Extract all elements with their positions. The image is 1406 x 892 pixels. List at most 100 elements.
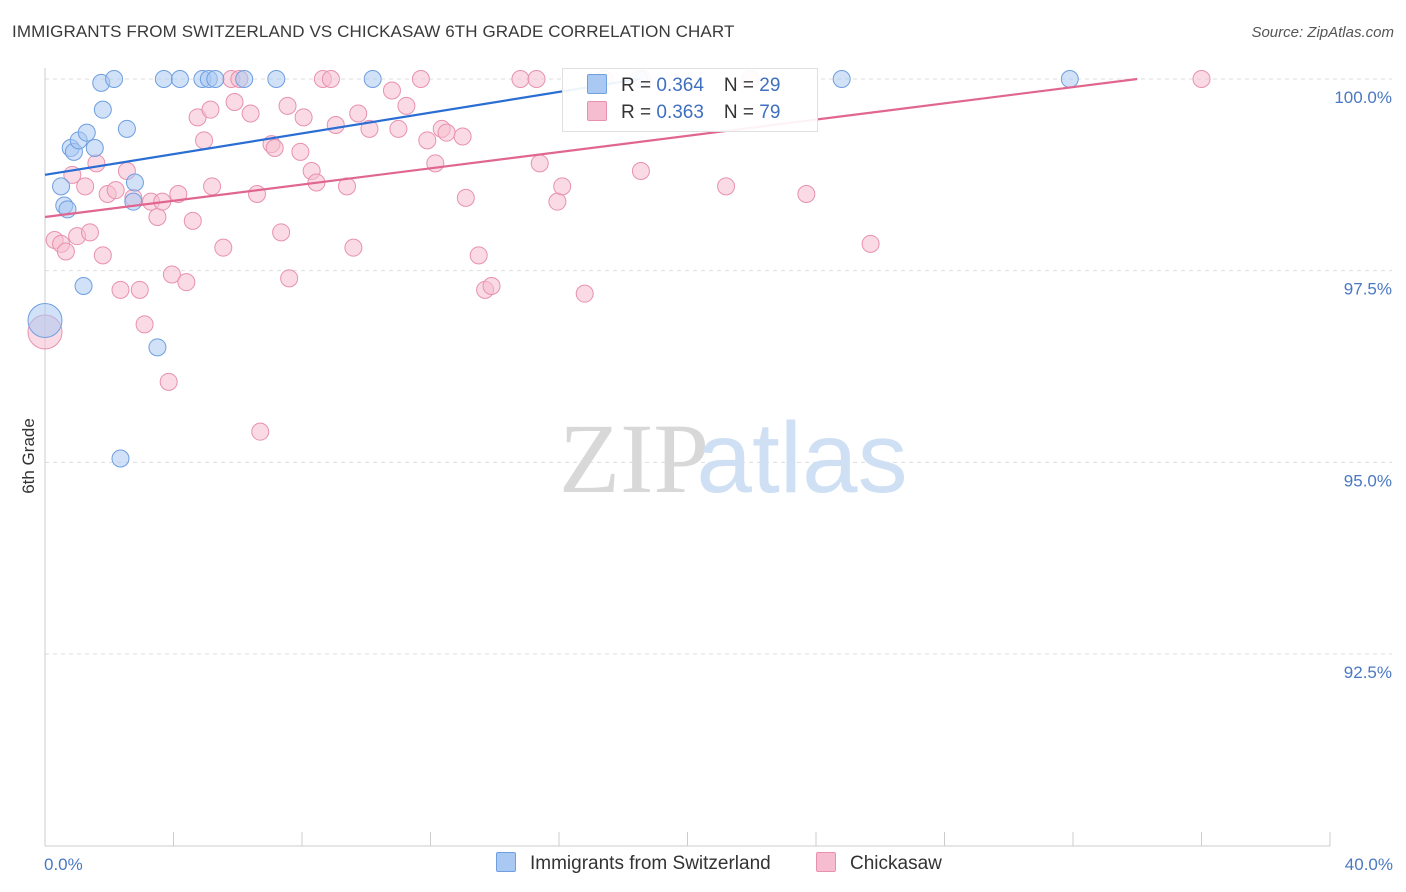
chickasaw-point: [437, 123, 456, 142]
x-tick-label: 0.0%: [44, 855, 83, 874]
series-legend: Immigrants from Switzerland Chickasaw: [0, 852, 1406, 878]
legend-row-chickasaw: R = 0.363 N = 79: [587, 101, 780, 127]
x-tick-label: 40.0%: [1345, 855, 1393, 874]
series-legend-chickasaw[interactable]: Chickasaw: [816, 852, 942, 875]
switzerland-point: [52, 177, 71, 196]
chickasaw-point: [527, 70, 546, 88]
chickasaw-point: [482, 277, 501, 295]
switzerland-point: [27, 303, 63, 338]
switzerland-point: [117, 119, 136, 138]
chickasaw-point: [272, 223, 291, 242]
legend-n-value: 29: [759, 75, 781, 96]
legend-n-label: N =: [723, 102, 760, 123]
chickasaw-point: [159, 372, 178, 391]
chickasaw-point: [148, 208, 167, 226]
switzerland-point: [105, 70, 124, 88]
chickasaw-point: [861, 234, 880, 253]
chickasaw-point: [291, 142, 310, 161]
chickasaw-point: [511, 70, 530, 88]
switzerland-point: [111, 449, 130, 468]
switzerland-point: [74, 277, 93, 295]
y-tick-label: 95.0%: [1344, 471, 1392, 490]
chickasaw-point: [56, 242, 75, 261]
watermark: ZIP atlas: [559, 402, 908, 514]
chickasaw-point: [225, 93, 244, 111]
chickasaw-point: [411, 70, 430, 88]
legend-swatch-pink: [587, 101, 607, 121]
chickasaw-point: [326, 116, 345, 134]
series-legend-switzerland[interactable]: Immigrants from Switzerland: [496, 852, 771, 875]
chickasaw-point: [553, 177, 572, 196]
switzerland-point: [154, 70, 173, 88]
chickasaw-point: [201, 100, 220, 119]
switzerland-trend-line: [44, 77, 640, 176]
y-tick-label: 97.5%: [1344, 280, 1392, 299]
switzerland-point: [148, 338, 167, 357]
chickasaw-point: [248, 185, 267, 203]
legend-swatch-blue: [587, 74, 607, 94]
series-swatch-pink: [816, 852, 836, 872]
chickasaw-point: [177, 273, 196, 292]
switzerland-point: [206, 70, 225, 88]
series-swatch-blue: [496, 852, 516, 872]
chickasaw-point: [717, 177, 736, 196]
switzerland-point: [235, 70, 254, 88]
legend-row-switzerland: R = 0.364 N = 29: [587, 74, 780, 100]
chickasaw-trend-line: [44, 77, 1138, 219]
chickasaw-point: [797, 185, 816, 203]
chickasaw-point: [195, 131, 214, 150]
y-tick-label: 100.0%: [1334, 88, 1392, 107]
chickasaw-point: [321, 70, 340, 88]
chickasaw-point: [169, 185, 188, 203]
watermark-atlas: atlas: [696, 402, 907, 514]
chickasaw-point: [80, 223, 99, 242]
chickasaw-point: [130, 280, 149, 299]
chickasaw-point: [469, 246, 488, 265]
switzerland-point: [85, 139, 104, 157]
chickasaw-point: [344, 238, 363, 257]
chickasaw-point: [389, 119, 408, 138]
watermark-zip: ZIP: [559, 403, 709, 514]
chickasaw-point: [418, 131, 437, 150]
switzerland-point: [93, 100, 112, 119]
chickasaw-point: [349, 104, 368, 123]
legend-r-label: R =: [621, 75, 657, 96]
chickasaw-point: [548, 192, 567, 211]
switzerland-point: [77, 123, 96, 142]
chickasaw-point: [87, 154, 106, 173]
switzerland-point: [170, 70, 189, 88]
stats-legend: R = 0.364 N = 29 R = 0.363 N = 79: [562, 68, 818, 132]
chart-title: IMMIGRANTS FROM SWITZERLAND VS CHICKASAW…: [12, 22, 735, 41]
chickasaw-point: [280, 269, 299, 288]
chickasaw-point: [397, 96, 416, 115]
chickasaw-point: [106, 181, 125, 200]
chickasaw-point: [631, 162, 650, 180]
legend-n-value: 79: [759, 102, 781, 123]
switzerland-point: [363, 70, 382, 88]
legend-r-value: 0.363: [656, 102, 704, 123]
switzerland-point: [267, 70, 286, 88]
chickasaw-point: [456, 188, 475, 207]
chickasaw-point: [135, 315, 154, 334]
chickasaw-point: [76, 177, 95, 196]
chickasaw-point: [241, 104, 260, 123]
switzerland-point: [1060, 70, 1079, 88]
switzerland-point: [832, 70, 851, 88]
legend-r-label: R =: [621, 102, 657, 123]
chickasaw-point: [111, 280, 130, 299]
chickasaw-point: [360, 119, 379, 138]
chickasaw-point: [251, 422, 270, 441]
chickasaw-point: [203, 177, 222, 196]
chickasaw-point: [265, 139, 284, 157]
gridlines: [45, 78, 1392, 655]
chickasaw-point: [575, 284, 594, 303]
source-credit: Source: ZipAtlas.com: [1251, 24, 1394, 41]
series-legend-label: Chickasaw: [850, 853, 942, 874]
chickasaw-point: [453, 127, 472, 146]
y-tick-label: 92.5%: [1344, 663, 1392, 682]
chickasaw-point: [278, 96, 297, 115]
chickasaw-point: [183, 211, 202, 230]
chickasaw-point: [382, 81, 401, 100]
series-legend-label: Immigrants from Switzerland: [530, 853, 771, 874]
